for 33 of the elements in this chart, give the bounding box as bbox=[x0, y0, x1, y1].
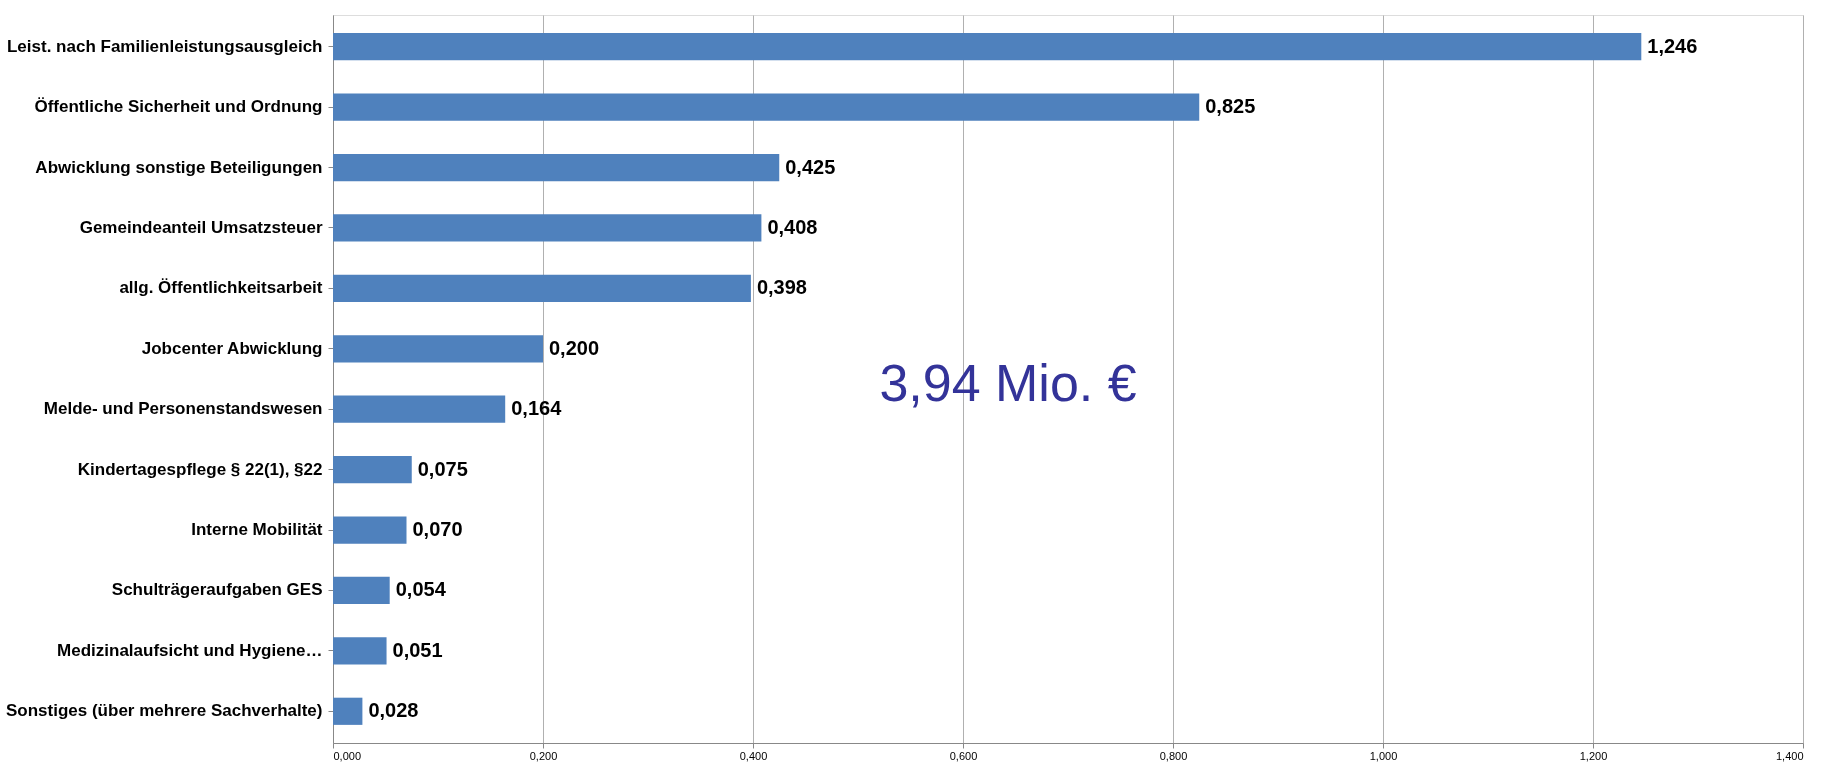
y-tick-label: allg. Öffentlichkeitsarbeit bbox=[119, 278, 323, 298]
y-tick-label: Abwicklung sonstige Beteiligungen bbox=[35, 157, 323, 177]
y-tick-label: Interne Mobilität bbox=[191, 520, 323, 540]
y-tick-label: Kindertagespflege § 22(1), §22 bbox=[77, 459, 323, 479]
x-tick-label: 0,600 bbox=[949, 749, 978, 762]
x-tick-label: 0,800 bbox=[1159, 749, 1188, 762]
y-tick-label: Sonstiges (über mehrere Sachverhalte) bbox=[5, 701, 323, 721]
data-label: 0,028 bbox=[368, 699, 419, 722]
x-tick-label: 0,000 bbox=[333, 749, 362, 762]
data-label: 0,825 bbox=[1205, 95, 1256, 118]
y-tick-label: Gemeindeanteil Umsatzsteuer bbox=[79, 217, 323, 237]
data-label: 1,246 bbox=[1647, 34, 1698, 57]
data-label: 0,070 bbox=[412, 518, 463, 541]
y-tick-label: Leist. nach Familienleistungsausgleich bbox=[6, 36, 323, 56]
x-tick-label: 0,200 bbox=[529, 749, 558, 762]
y-tick-label: Jobcenter Abwicklung bbox=[141, 338, 323, 358]
x-tick-label: 0,400 bbox=[739, 749, 768, 762]
y-tick-label: Melde- und Personenstandswesen bbox=[43, 399, 323, 419]
data-label: 0,075 bbox=[417, 457, 468, 480]
data-label: 0,398 bbox=[756, 276, 807, 299]
x-tick-label: 1,200 bbox=[1579, 749, 1608, 762]
y-tick-label: Schulträgeraufgaben GES bbox=[111, 580, 323, 600]
y-tick-label: Medizinalaufsicht und Hygiene… bbox=[57, 640, 323, 660]
data-label: 0,200 bbox=[549, 336, 600, 359]
data-label: 0,408 bbox=[767, 215, 818, 238]
data-label: 0,051 bbox=[392, 638, 443, 661]
data-label: 0,164 bbox=[511, 397, 563, 420]
x-tick-label: 1,400 bbox=[1775, 749, 1804, 762]
data-label: 0,054 bbox=[395, 578, 447, 601]
x-tick-label: 1,000 bbox=[1369, 749, 1398, 762]
y-tick-label: Öffentliche Sicherheit und Ordnung bbox=[34, 97, 323, 117]
data-label: 0,425 bbox=[785, 155, 836, 178]
annotation: 3,94 Mio. € bbox=[879, 354, 1137, 412]
